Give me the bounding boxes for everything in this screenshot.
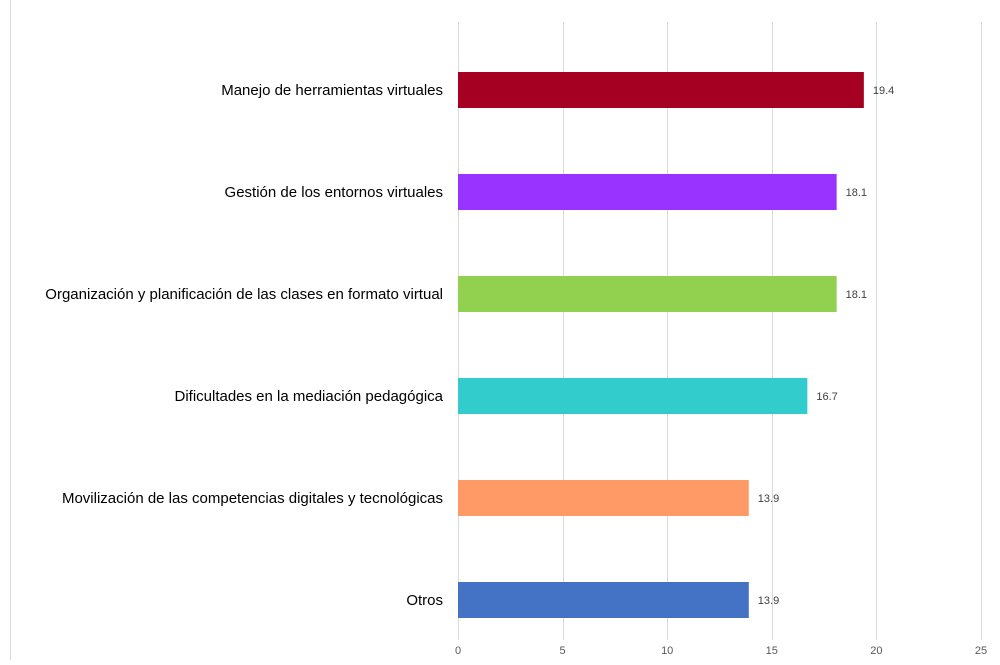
x-tick-label: 25 [975, 645, 987, 657]
data-label: 13.9 [758, 595, 779, 607]
category-label: Movilización de las competencias digital… [62, 490, 443, 507]
category-label: Manejo de herramientas virtuales [221, 82, 443, 99]
data-label: 16.7 [816, 391, 837, 403]
category-label: Otros [406, 592, 443, 609]
data-label: 13.9 [758, 493, 779, 505]
x-tick-label: 15 [766, 645, 778, 657]
x-tick-label: 0 [455, 645, 461, 657]
bar [458, 174, 837, 210]
bar [458, 480, 749, 516]
x-tick-label: 10 [661, 645, 673, 657]
category-labels: Manejo de herramientas virtuales Gestión … [45, 82, 443, 609]
chart-frame-border [10, 0, 11, 660]
gridlines [458, 22, 982, 640]
category-label: Organización y planificación de las clas… [45, 286, 443, 303]
x-tick-label: 20 [870, 645, 882, 657]
bars [458, 72, 864, 618]
bar [458, 378, 808, 414]
bar [458, 582, 749, 618]
category-label: Dificultades en la mediación pedagógica [174, 388, 443, 405]
x-tick-label: 5 [560, 645, 566, 657]
data-label: 18.1 [846, 289, 867, 301]
bar [458, 276, 837, 312]
category-label: Gestión de los entornos virtuales [225, 184, 443, 201]
data-label: 18.1 [846, 187, 867, 199]
bar [458, 72, 864, 108]
x-axis-tick-labels: 0 5 10 15 20 25 [455, 645, 987, 657]
data-label: 19.4 [873, 85, 894, 97]
data-labels: 19.4 18.1 18.1 16.7 13.9 13.9 [758, 85, 894, 607]
